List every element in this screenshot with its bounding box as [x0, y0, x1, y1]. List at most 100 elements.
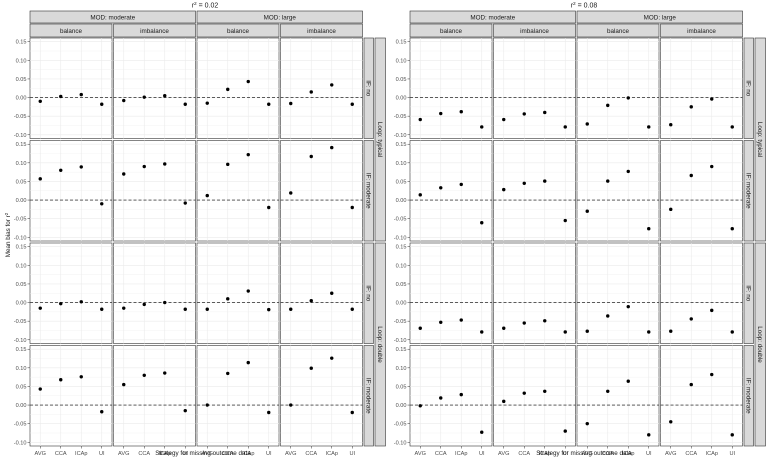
balance-strip-label: balance [60, 28, 83, 35]
data-point-icap [459, 318, 463, 322]
y-tick-label: 0.15 [16, 245, 27, 251]
if-strip [363, 242, 374, 344]
balance-strip [113, 23, 196, 38]
loop-strip-label: Loop: double [756, 326, 763, 363]
data-point-cca [439, 396, 443, 400]
if-strip-label: IF: moderate [745, 173, 752, 209]
y-tick-label: -0.05 [14, 217, 27, 223]
balance-strip [196, 23, 280, 38]
data-point-ui [267, 102, 271, 106]
loop-strip-label: Loop: typical [756, 122, 763, 157]
y-tick-label: 0.05 [396, 77, 407, 83]
data-point-cca [226, 371, 230, 376]
data-point-avg [585, 209, 589, 213]
data-point-icap [79, 165, 83, 169]
data-point-avg [205, 193, 209, 198]
balance-strip [576, 23, 660, 38]
y-tick-label: 0.10 [396, 366, 407, 372]
mod-strip [196, 10, 363, 24]
x-tick-label-ui: UI [182, 451, 188, 457]
data-point-icap [330, 83, 334, 87]
data-point-avg [418, 404, 422, 408]
if-strip [363, 37, 374, 139]
x-tick-label-avg: AVG [665, 451, 676, 457]
data-point-icap [459, 392, 463, 397]
balance-strip-label: balance [607, 28, 630, 35]
x-tick-label-cca: CCA [138, 451, 150, 457]
mod-strip [409, 10, 576, 24]
x-tick-label-cca: CCA [435, 451, 447, 457]
data-point-cca [142, 302, 146, 307]
data-point-ui [100, 102, 104, 106]
if-strip [743, 242, 754, 344]
x-tick-label-ui: UI [266, 451, 272, 457]
y-tick-label: -0.10 [394, 440, 407, 446]
data-point-avg [38, 306, 42, 310]
x-axis-label-2: Strategy for missing outcome data [536, 450, 632, 457]
axes-layer: -0.10 -0.05 0.00 0.05 0.10 0.15 -0.10 -0.05 0.00… [14, 40, 736, 457]
data-point-ui [350, 307, 354, 311]
data-point-icap [330, 291, 334, 295]
x-tick-label-avg: AVG [498, 451, 509, 457]
data-point-cca [226, 162, 230, 167]
x-tick-label-avg: AVG [285, 451, 296, 457]
x-tick-label-ui: UI [562, 451, 568, 457]
data-point-ui [267, 410, 271, 415]
y-tick-label: -0.05 [394, 319, 407, 325]
data-point-ui [267, 205, 271, 210]
data-point-avg [38, 99, 42, 103]
balance-strip-label: balance [227, 28, 250, 35]
if-strip-label: IF: moderate [365, 378, 372, 414]
strips-layer: MOD: moderate MOD: large balance imbalance b… [29, 10, 766, 447]
data-point-cca [142, 95, 146, 99]
y-tick-label: 0.15 [396, 347, 407, 353]
y-axis-label: Mean bias for r2 [4, 212, 12, 257]
data-point-avg [502, 117, 506, 122]
data-point-cca [226, 87, 230, 92]
data-point-icap [79, 92, 83, 97]
data-point-icap [626, 304, 630, 309]
data-point-cca [59, 378, 63, 382]
data-point-cca [142, 373, 146, 377]
x-tick-label-icap: ICAp [622, 451, 634, 457]
data-point-ui [730, 330, 734, 334]
data-point-ui [183, 102, 187, 106]
balance-strip [280, 23, 363, 38]
data-point-avg [669, 207, 673, 212]
if-strip-label: IF: no [365, 80, 372, 97]
data-point-ui [647, 433, 651, 437]
y-tick-label: 0.05 [16, 179, 27, 185]
x-tick-label-icap: ICAp [539, 451, 551, 457]
data-point-avg [122, 306, 126, 310]
y-tick-label: 0.15 [16, 347, 27, 353]
data-point-avg [585, 122, 589, 126]
y-tick-label: 0.05 [396, 282, 407, 288]
mod-strip [576, 10, 743, 24]
data-point-icap [710, 164, 714, 169]
data-point-avg [122, 98, 126, 103]
data-point-icap [459, 182, 463, 187]
data-point-ui [183, 201, 187, 205]
data-point-ui [647, 227, 651, 231]
data-point-avg [205, 403, 209, 407]
data-point-cca [606, 179, 610, 183]
y-tick-label: -0.05 [14, 319, 27, 325]
data-point-cca [606, 389, 610, 393]
x-tick-label-avg: AVG [202, 451, 213, 457]
data-point-ui [647, 125, 651, 129]
x-tick-label-icap: ICAp [242, 451, 254, 457]
mod-strip-label: MOD: large [264, 14, 297, 21]
y-tick-label: 0.00 [16, 198, 27, 204]
data-point-ui [480, 430, 484, 434]
data-point-icap [626, 379, 630, 383]
y-tick-label: -0.10 [394, 235, 407, 241]
y-tick-label: -0.05 [14, 422, 27, 428]
data-point-ui [267, 307, 271, 312]
data-point-avg [502, 399, 506, 404]
data-point-icap [246, 79, 250, 84]
chart-title-2: r2 = 0.08 [571, 1, 598, 10]
data-point-ui [730, 125, 734, 129]
data-point-icap [246, 152, 250, 157]
balance-strip [409, 23, 493, 38]
data-point-icap [163, 93, 167, 98]
